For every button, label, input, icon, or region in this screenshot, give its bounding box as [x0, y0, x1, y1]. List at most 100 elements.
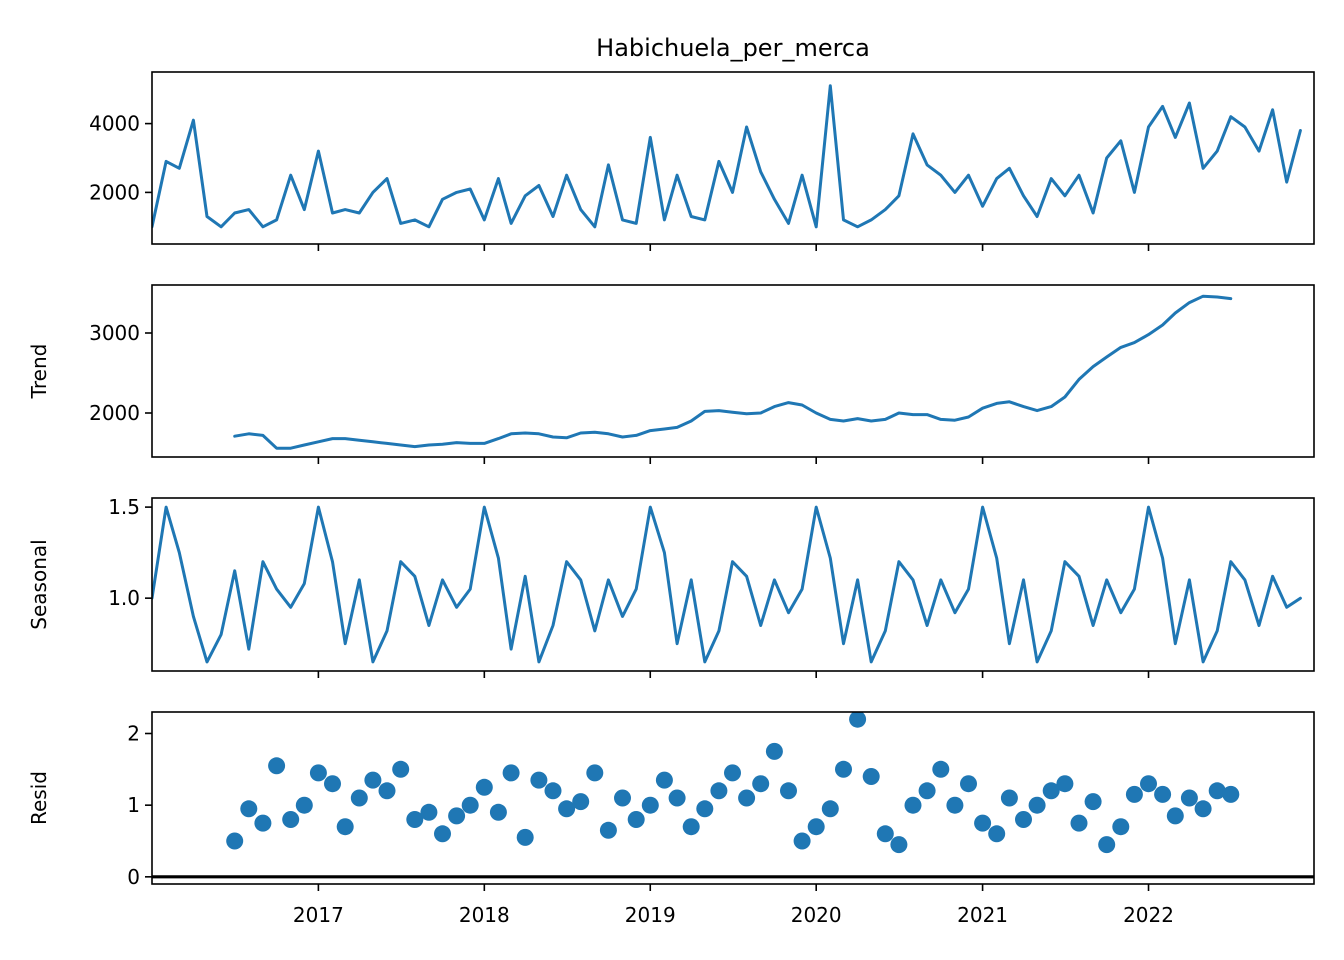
- resid-point: [890, 836, 908, 854]
- resid-point: [254, 814, 272, 832]
- resid-point: [752, 775, 770, 793]
- resid-point: [475, 778, 493, 796]
- resid-point: [350, 789, 368, 807]
- xtick-label: 2020: [791, 903, 842, 927]
- resid-point: [240, 800, 258, 818]
- resid-point: [876, 825, 894, 843]
- resid-point: [420, 803, 438, 821]
- resid-point: [572, 793, 590, 811]
- resid-point: [336, 818, 354, 836]
- resid-point: [434, 825, 451, 843]
- resid-point: [268, 757, 286, 775]
- resid-point: [932, 760, 950, 778]
- resid-point: [406, 811, 424, 828]
- resid-point: [324, 775, 341, 793]
- resid-point: [392, 760, 410, 778]
- resid-point: [516, 828, 534, 846]
- resid-point: [544, 782, 562, 800]
- resid-point: [1208, 782, 1226, 800]
- resid-point: [1015, 811, 1032, 828]
- seasonal-axes-frame: [151, 497, 1315, 672]
- observed-axes-frame: [151, 71, 1315, 245]
- resid-ytick-label: 0: [127, 865, 140, 889]
- resid-point: [1140, 775, 1157, 793]
- trend-ytick-label: 2000: [89, 401, 140, 425]
- resid-point: [309, 764, 327, 782]
- resid-point: [1084, 793, 1102, 811]
- panel-trend: 2000 3000 Trend: [27, 284, 1315, 464]
- resid-point: [489, 803, 507, 821]
- seasonal-ylabel: Seasonal: [27, 539, 51, 629]
- resid-point: [821, 800, 839, 818]
- resid-point: [614, 789, 631, 807]
- panels-group: 2000 4000 2000 3000 Trend 1.0 1.5 Seasonal 0 1 2 20…: [27, 71, 1315, 927]
- resid-point: [1070, 814, 1088, 832]
- resid-point: [696, 800, 714, 818]
- resid-point: [1154, 785, 1172, 803]
- resid-point: [364, 771, 382, 789]
- resid-point: [682, 818, 700, 836]
- resid-point: [988, 825, 1006, 843]
- resid-point: [502, 764, 520, 782]
- resid-point: [1166, 807, 1184, 825]
- xtick-label: 2017: [293, 903, 344, 927]
- observed-ytick-label: 4000: [89, 112, 140, 136]
- resid-point: [627, 811, 645, 828]
- resid-point: [586, 764, 604, 782]
- observed-ytick-label: 2000: [89, 180, 140, 204]
- resid-point: [1028, 796, 1046, 814]
- resid-point: [960, 775, 977, 793]
- resid-point: [780, 782, 797, 800]
- resid-ylabel: Resid: [27, 771, 51, 825]
- resid-point: [599, 821, 617, 839]
- xtick-label: 2021: [957, 903, 1008, 927]
- resid-point: [282, 811, 300, 828]
- resid-point: [1000, 789, 1018, 807]
- resid-point: [668, 789, 686, 807]
- resid-point: [530, 771, 548, 789]
- xtick-label: 2019: [625, 903, 676, 927]
- trend-axes-frame: [151, 284, 1315, 458]
- resid-point: [378, 782, 396, 800]
- resid-point: [738, 789, 756, 807]
- resid-point: [835, 760, 852, 778]
- chart-title: Habichuela_per_merca: [596, 34, 870, 62]
- resid-point: [295, 796, 313, 814]
- resid-point: [710, 782, 728, 800]
- trend-data: [233, 294, 1233, 450]
- resid-point: [1098, 836, 1116, 854]
- panel-observed: 2000 4000: [89, 71, 1315, 251]
- resid-point: [724, 764, 741, 782]
- panel-seasonal: 1.0 1.5 Seasonal: [27, 495, 1315, 678]
- resid-point: [1112, 818, 1130, 836]
- panel-resid: 0 1 2 2017 2018 2019 2020 2021 2022 Resid: [27, 711, 1315, 927]
- resid-point: [918, 782, 936, 800]
- resid-point: [226, 832, 244, 850]
- resid-point: [1056, 775, 1074, 793]
- seasonal-ytick-label: 1.0: [108, 586, 140, 610]
- resid-point: [1125, 785, 1143, 803]
- resid-point: [448, 807, 466, 825]
- xtick-label: 2018: [459, 903, 510, 927]
- seasonal-ytick-label: 1.5: [108, 495, 140, 519]
- resid-point: [641, 796, 659, 814]
- resid-point: [904, 796, 922, 814]
- resid-point: [1222, 785, 1240, 803]
- observed-data: [152, 84, 1302, 229]
- resid-point: [946, 796, 964, 814]
- resid-point: [461, 796, 479, 814]
- resid-point: [655, 771, 673, 789]
- resid-point: [793, 832, 811, 850]
- resid-point: [765, 742, 783, 760]
- seasonal-line: [152, 505, 1302, 664]
- seasonal-data: [152, 505, 1302, 664]
- resid-point: [807, 818, 825, 836]
- resid-data: [152, 712, 1314, 879]
- observed-line: [152, 84, 1302, 229]
- resid-point: [974, 814, 992, 832]
- resid-point: [862, 768, 880, 785]
- resid-point: [849, 712, 867, 728]
- resid-ytick-label: 2: [127, 722, 140, 746]
- resid-ytick-label: 1: [127, 793, 140, 817]
